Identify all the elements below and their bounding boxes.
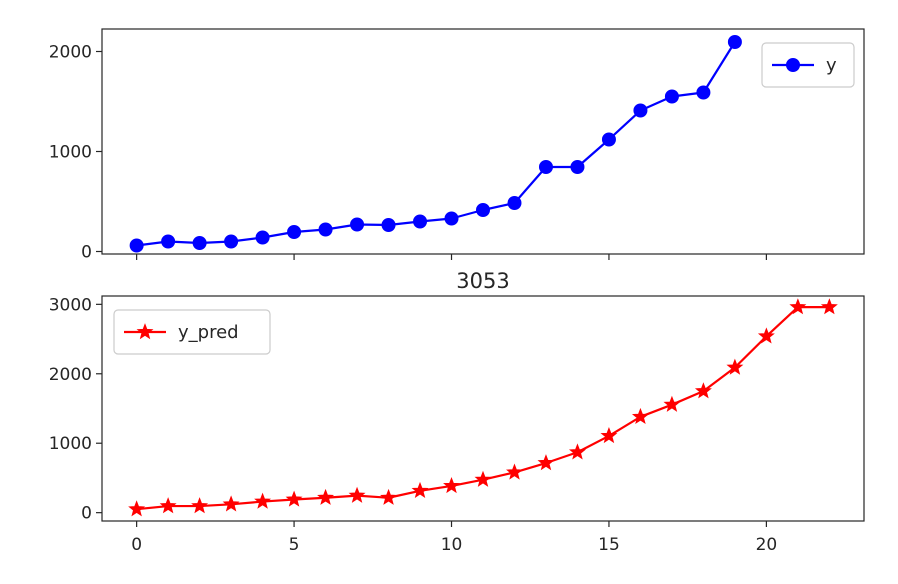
x-tick-label: 10 [441, 535, 463, 555]
legend: y [761, 42, 855, 88]
data-point [287, 225, 302, 239]
data-point [350, 217, 365, 232]
data-point [317, 488, 335, 505]
data-point [224, 234, 239, 249]
subplot-2: 3053 0 1000 2000 3000 0 5 10 15 20 y_pred [49, 269, 865, 555]
data-point [411, 481, 429, 498]
data-point [569, 443, 586, 460]
data-point [474, 470, 492, 487]
data-point [159, 497, 177, 514]
legend: y_pred [113, 309, 271, 355]
data-point [757, 327, 775, 344]
data-point [413, 214, 428, 229]
x-tick-label: 20 [756, 535, 778, 555]
data-point [191, 497, 209, 514]
series-y [129, 35, 742, 253]
data-point [285, 490, 303, 507]
x-tick-label: 15 [598, 535, 620, 555]
x-tick-label: 5 [289, 535, 300, 555]
data-point [696, 85, 711, 100]
legend-box [113, 309, 271, 355]
legend-label: y_pred [178, 322, 239, 343]
data-point [254, 492, 272, 509]
x-tick-label: 0 [131, 535, 142, 555]
legend-label: y [826, 55, 837, 76]
axes-frame [101, 28, 865, 255]
data-point [444, 211, 459, 226]
data-point [570, 160, 585, 174]
data-point [255, 230, 270, 245]
data-point [664, 89, 679, 104]
y-tick-label: 0 [81, 504, 92, 524]
y-tick-label: 1000 [49, 143, 92, 163]
data-point [507, 196, 522, 210]
data-point [348, 486, 366, 503]
y-tick-label: 0 [81, 243, 92, 263]
data-point [601, 132, 616, 147]
data-point [633, 103, 648, 118]
series-y_pred [128, 298, 838, 517]
data-point [726, 358, 744, 375]
data-point [600, 427, 618, 444]
data-point [631, 407, 649, 425]
data-point [443, 477, 460, 494]
y-tick-label: 1000 [49, 434, 92, 454]
legend-marker [786, 58, 800, 72]
data-point [537, 454, 555, 471]
data-point [506, 463, 523, 480]
data-point [663, 395, 681, 412]
y-tick-label: 2000 [49, 43, 92, 63]
data-point [318, 222, 333, 237]
data-point [789, 298, 807, 315]
data-point [694, 382, 712, 399]
series-line [136, 41, 736, 247]
data-point [380, 488, 398, 505]
data-point [161, 234, 176, 249]
subplot-1: 0 1000 2000 y [49, 28, 865, 263]
data-point [727, 35, 742, 49]
y-tick-label: 3000 [49, 295, 92, 315]
legend-marker [136, 323, 154, 340]
data-point [222, 495, 240, 512]
subplot-title: 3053 [456, 269, 509, 293]
data-point [128, 500, 146, 517]
axes-frame [101, 295, 865, 522]
data-point [538, 160, 553, 174]
data-point [476, 203, 490, 217]
data-point [381, 218, 396, 232]
data-point [129, 238, 144, 253]
data-point [192, 236, 207, 250]
data-point [820, 298, 838, 315]
y-tick-label: 2000 [49, 365, 92, 385]
